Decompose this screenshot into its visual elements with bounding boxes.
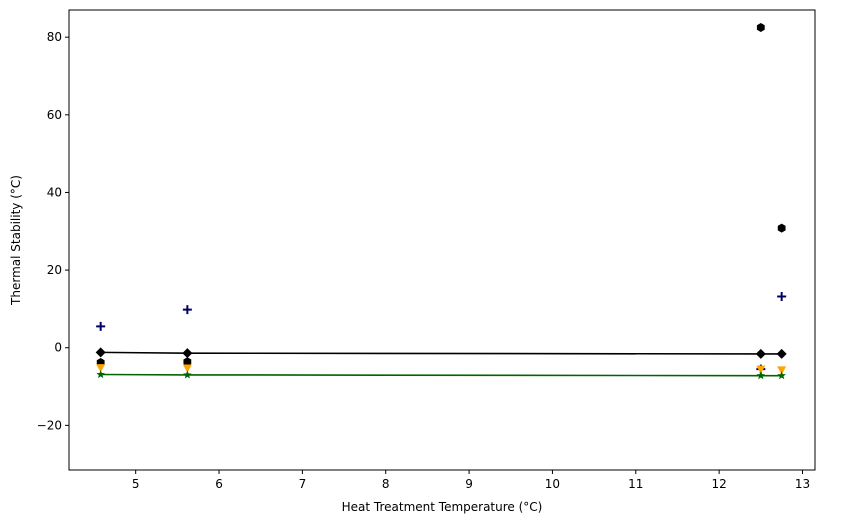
y-tick-label: −20 xyxy=(37,418,62,432)
data-point-hexagon xyxy=(756,22,765,32)
y-axis: −20 0 20 40 60 80 xyxy=(37,30,69,432)
plot-frame xyxy=(68,9,816,471)
x-tick-label: 9 xyxy=(465,477,473,491)
data-point-diamond xyxy=(755,348,766,359)
y-axis-label: Thermal Stability (°C) xyxy=(9,175,23,306)
data-point-triangle-down xyxy=(756,365,766,374)
series-2 xyxy=(96,364,787,375)
y-tick-label: 20 xyxy=(47,263,62,277)
series-1 xyxy=(96,22,786,367)
plot-background xyxy=(69,10,815,470)
data-point-star xyxy=(96,370,105,379)
data-point-hexagon xyxy=(183,357,192,367)
data-point-plus xyxy=(96,321,106,331)
data-point-diamond xyxy=(182,348,193,359)
data-point-diamond xyxy=(95,347,106,358)
x-axis: 5 6 7 8 9 10 11 12 13 xyxy=(132,470,810,491)
series-layer xyxy=(95,22,787,380)
x-tick-label: 7 xyxy=(299,477,307,491)
data-point-star xyxy=(183,370,192,379)
data-point-plus xyxy=(777,291,787,301)
data-point-star xyxy=(756,371,766,380)
x-tick-label: 6 xyxy=(215,477,223,491)
data-point-triangle-down xyxy=(182,364,192,373)
series-3 xyxy=(95,347,787,359)
data-point-triangle-down xyxy=(777,366,787,375)
y-tick-label: 40 xyxy=(47,185,62,199)
x-tick-label: 11 xyxy=(628,477,643,491)
data-point-diamond xyxy=(776,348,787,359)
y-tick-label: 0 xyxy=(54,341,62,355)
data-point-plus xyxy=(182,305,192,315)
data-point-triangle-down xyxy=(96,364,106,373)
series-line xyxy=(100,351,782,355)
data-point-hexagon xyxy=(777,223,786,233)
y-tick-label: 80 xyxy=(47,30,62,44)
x-tick-label: 13 xyxy=(795,477,810,491)
y-tick-label: 60 xyxy=(47,108,62,122)
series-line xyxy=(100,373,782,377)
x-tick-label: 8 xyxy=(382,477,390,491)
data-point-star xyxy=(777,371,786,380)
x-tick-label: 5 xyxy=(132,477,140,491)
x-tick-label: 10 xyxy=(545,477,560,491)
x-axis-label: Heat Treatment Temperature (°C) xyxy=(342,500,543,514)
x-tick-label: 12 xyxy=(712,477,727,491)
series-4 xyxy=(96,370,786,380)
